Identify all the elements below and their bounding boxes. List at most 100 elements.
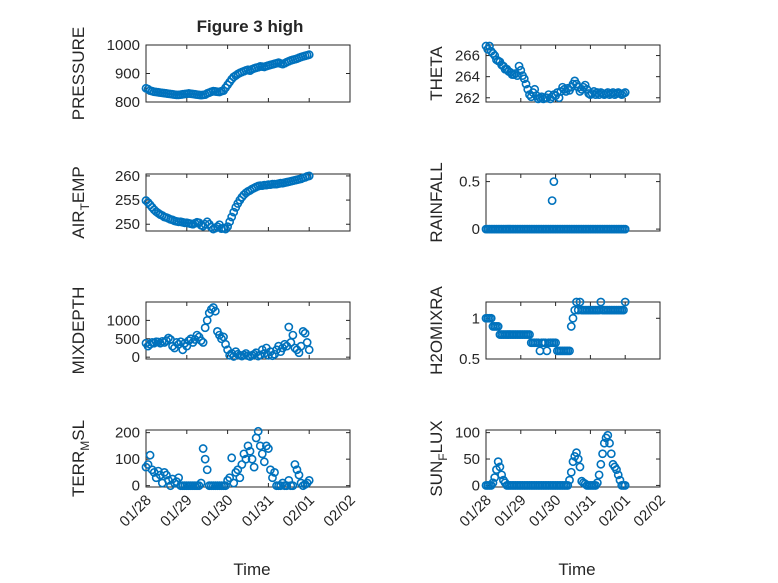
y-axis-label: MIXDEPTH: [69, 287, 88, 375]
data-point: [605, 438, 614, 448]
y-axis-label: THETA: [427, 46, 446, 101]
data-point: [249, 349, 259, 359]
data-point: [288, 330, 298, 340]
data-point: [566, 322, 576, 331]
data-point: [253, 426, 263, 436]
data-point: [249, 462, 259, 472]
data-point: [288, 481, 298, 491]
data-point: [549, 177, 559, 186]
data-point: [620, 224, 630, 234]
y-tick-label: 0.5: [459, 351, 480, 368]
data-point: [149, 338, 159, 348]
data-point: [221, 224, 230, 234]
data-point: [227, 212, 237, 222]
data-point: [229, 207, 239, 217]
data-point: [192, 330, 202, 340]
panel-theta: 262 264 266 THETA: [427, 41, 661, 107]
data-point: [176, 337, 186, 347]
axes-box: [145, 301, 351, 360]
data-point: [217, 334, 226, 344]
y-tick-label: 1: [472, 310, 480, 327]
y-tick-label: 800: [115, 94, 140, 111]
y-axis-label-part: SL: [69, 420, 88, 441]
y-tick-label: 200: [115, 425, 140, 442]
y-tick-label: 100: [455, 425, 480, 442]
data-point: [284, 322, 294, 332]
y-axis-label: SUNFLUX: [427, 420, 450, 496]
data-point: [565, 346, 574, 356]
data-point: [239, 350, 249, 360]
data-point: [212, 222, 222, 232]
y-axis-label: AIRTEMP: [69, 166, 92, 239]
data-point: [606, 449, 616, 459]
data-point: [547, 196, 557, 205]
data-point: [300, 328, 310, 338]
y-tick-label: 0: [472, 221, 480, 238]
data-point: [568, 313, 578, 323]
data-point: [255, 350, 265, 360]
data-point: [304, 475, 314, 485]
data-point: [596, 459, 606, 469]
data-point: [304, 50, 314, 60]
y-tick-label: 50: [463, 451, 480, 468]
data-point: [202, 217, 212, 227]
data-point: [145, 450, 155, 460]
y-tick-label: 0: [132, 478, 140, 495]
data-point: [206, 222, 216, 232]
data-point: [497, 470, 507, 480]
y-axis-label-part: LUX: [427, 420, 446, 453]
data-point: [247, 454, 257, 464]
data-point: [241, 454, 251, 464]
data-point: [495, 462, 505, 472]
data-point: [257, 449, 267, 459]
data-point: [259, 457, 269, 467]
data-point: [243, 441, 253, 451]
data-point: [493, 322, 503, 331]
y-tick-label: 0: [132, 349, 140, 366]
y-tick-label: 1000: [107, 37, 140, 54]
data-point: [196, 336, 206, 346]
data-point: [221, 339, 230, 349]
x-axis-label: Time: [233, 560, 270, 579]
data-point: [263, 444, 273, 453]
y-axis-label-part: TERR: [69, 451, 88, 497]
y-axis-label-part: SUN: [427, 461, 446, 497]
panel-pressure: 800 900 1000 PRESSURE: [69, 27, 351, 121]
data-point: [202, 465, 212, 475]
y-axis-label-part: AIR: [69, 210, 88, 238]
data-point: [292, 465, 302, 475]
data-point: [227, 453, 237, 463]
data-point: [519, 74, 529, 84]
data-point: [542, 346, 552, 356]
data-point: [580, 80, 590, 90]
data-point: [603, 430, 613, 440]
y-axis-label-subscript: M: [78, 441, 92, 451]
data-point: [268, 473, 277, 483]
data-point: [599, 438, 609, 448]
data-point: [596, 297, 606, 307]
axes-box: [485, 173, 661, 232]
data-point: [198, 444, 208, 453]
figure-title: Figure 3 high: [197, 17, 304, 36]
y-tick-label: 260: [115, 168, 140, 185]
data-point: [619, 305, 628, 315]
x-axis-label: Time: [558, 560, 595, 579]
data-point: [296, 341, 306, 351]
data-point: [255, 441, 265, 451]
y-axis-label: TERRMSL: [69, 420, 92, 497]
data-point: [245, 446, 255, 456]
data-point: [620, 88, 630, 97]
data-point: [235, 473, 245, 483]
data-point: [298, 327, 308, 336]
data-point: [566, 467, 576, 477]
y-axis-label: PRESSURE: [69, 27, 88, 121]
data-point: [206, 304, 216, 314]
data-point: [143, 460, 153, 469]
panel-h2omixra: 0.5 1 H2OMIXRA: [427, 285, 661, 375]
data-point: [521, 79, 531, 89]
data-point: [612, 465, 621, 474]
data-point: [161, 470, 171, 480]
data-point: [196, 478, 206, 488]
